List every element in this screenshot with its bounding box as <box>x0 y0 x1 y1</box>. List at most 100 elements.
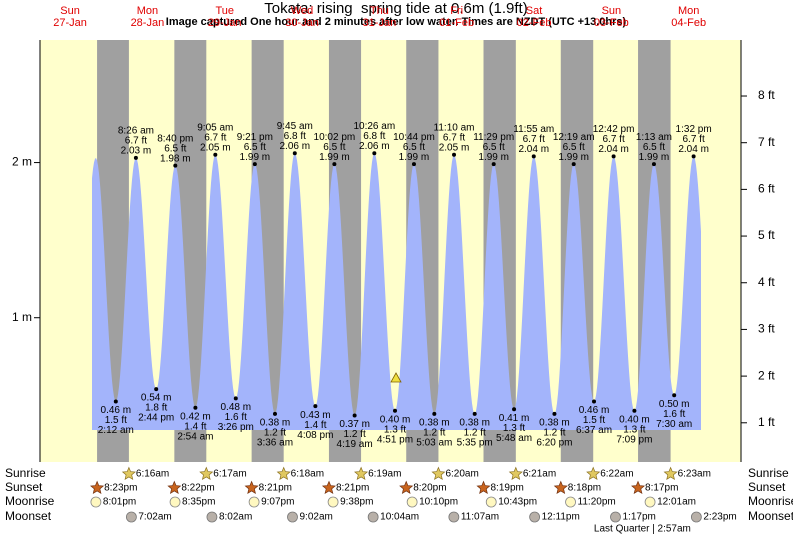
low-tide-label: 2:44 pm <box>138 413 174 424</box>
moonrise-icon <box>485 496 497 508</box>
chart-subtitle: Image captured One hour and 2 minutes af… <box>166 16 627 28</box>
moon-phase-time: 2:57am <box>658 524 691 535</box>
row-label: Moonset <box>748 509 793 523</box>
day-date: 31-Jan <box>363 17 397 29</box>
tide-point <box>233 396 238 401</box>
sunrise-time: 6:23am <box>678 469 711 480</box>
moonset-icon <box>125 511 137 523</box>
low-tide-label: 1.5 ft <box>583 415 605 426</box>
high-tide-label: 6.7 ft <box>683 134 705 145</box>
sunrise-icon <box>508 466 523 481</box>
moonset-time: 7:02am <box>138 512 171 523</box>
y2-tick-label: 4 ft <box>758 275 775 289</box>
low-tide-label: 1.6 ft <box>225 412 247 423</box>
tide-point <box>154 387 159 392</box>
moonrise-time: 12:01am <box>657 497 696 508</box>
high-tide-label: 1.98 m <box>160 153 191 164</box>
high-tide-label: 2.05 m <box>200 142 231 153</box>
tide-point <box>491 162 496 167</box>
low-tide-label: 1.3 ft <box>384 424 406 435</box>
low-tide-label: 7:09 pm <box>616 434 652 445</box>
high-tide-label: 6.5 ft <box>323 142 345 153</box>
low-tide-label: 3:26 pm <box>218 422 254 433</box>
y2-tick-label: 5 ft <box>758 228 775 242</box>
low-tide-label: 0.38 m <box>260 418 291 429</box>
sunset-time: 8:20pm <box>413 483 446 494</box>
low-tide-label: 0.38 m <box>459 418 490 429</box>
low-tide-label: 0.48 m <box>220 402 251 413</box>
sunrise-time: 6:17am <box>213 469 246 480</box>
high-tide-label: 1.99 m <box>558 152 589 163</box>
low-tide-label: 3:36 am <box>257 438 293 449</box>
sunrise-icon <box>431 466 446 481</box>
high-tide-label: 11:55 am <box>513 124 554 135</box>
moonset-time: 9:02am <box>299 512 332 523</box>
high-tide-label: 10:44 pm <box>393 132 435 143</box>
tide-point <box>173 163 178 168</box>
sunset-icon <box>321 480 336 495</box>
moonset-icon <box>287 511 298 523</box>
sunset-time: 8:18pm <box>568 483 601 494</box>
high-tide-label: 8:26 am <box>118 126 154 137</box>
day-date: 02-Feb <box>517 17 552 29</box>
y2-tick-label: 8 ft <box>758 88 775 102</box>
moonrise-icon <box>248 496 260 508</box>
moonset-icon <box>529 511 541 523</box>
low-tide-label: 5:35 pm <box>457 438 493 449</box>
row-label: Moonset <box>5 509 52 523</box>
low-tide-label: 1.5 ft <box>105 415 127 426</box>
moonrise-icon <box>565 496 576 508</box>
tide-point <box>292 151 297 156</box>
low-tide-label: 1.2 ft <box>264 428 286 439</box>
high-tide-label: 1.99 m <box>478 152 509 163</box>
moonset-icon <box>206 511 218 523</box>
tide-point <box>691 154 696 159</box>
sunrise-icon <box>586 466 601 481</box>
high-tide-label: 2.03 m <box>121 146 152 157</box>
tide-point <box>352 413 357 418</box>
tide-point <box>552 411 557 416</box>
row-label: Sunset <box>748 480 786 494</box>
moonset-icon <box>690 511 702 523</box>
sunrise-time: 6:19am <box>368 469 401 480</box>
low-tide-label: 0.38 m <box>539 418 570 429</box>
low-tide-label: 0.41 m <box>499 413 530 424</box>
sunrise-icon <box>199 466 214 481</box>
moonset-time: 8:02am <box>219 512 252 523</box>
low-tide-label: 1.2 ft <box>423 428 445 439</box>
y2-tick-label: 2 ft <box>758 368 775 382</box>
tide-point <box>113 399 118 404</box>
sunset-icon <box>399 480 414 495</box>
high-tide-label: 6.5 ft <box>244 142 266 153</box>
low-tide-label: 6:37 am <box>576 425 612 436</box>
low-tide-label: 0.46 m <box>101 405 132 416</box>
moonrise-time: 11:20pm <box>578 497 616 508</box>
high-tide-label: 2.04 m <box>678 144 709 155</box>
high-tide-label: 6.5 ft <box>563 142 585 153</box>
moon-phase: Last Quarter <box>594 524 650 535</box>
low-tide-label: 4:51 pm <box>377 434 413 445</box>
tide-point <box>632 408 637 413</box>
tide-point <box>571 162 576 167</box>
row-label: Moonrise <box>5 494 55 508</box>
day-name: Sun <box>602 5 622 17</box>
high-tide-label: 1.99 m <box>399 152 430 163</box>
high-tide-label: 11:29 pm <box>473 132 514 143</box>
row-label: Sunrise <box>5 466 46 480</box>
moonrise-icon <box>327 496 339 508</box>
day-name: Mon <box>137 5 158 17</box>
sunset-time: 8:21pm <box>336 483 369 494</box>
low-tide-label: 1.3 ft <box>623 424 645 435</box>
moonrise-time: 10:10pm <box>419 497 458 508</box>
day-name: Mon <box>678 5 699 17</box>
sunrise-time: 6:18am <box>291 469 324 480</box>
moonset-icon <box>448 511 460 523</box>
moonset-icon <box>610 511 621 523</box>
row-label: Sunset <box>5 480 43 494</box>
tide-point <box>393 408 398 413</box>
tide-point <box>472 411 477 416</box>
high-tide-label: 6.5 ft <box>164 143 186 154</box>
tide-point <box>592 399 597 404</box>
day-name: Thu <box>370 5 389 17</box>
tide-point <box>272 411 277 416</box>
